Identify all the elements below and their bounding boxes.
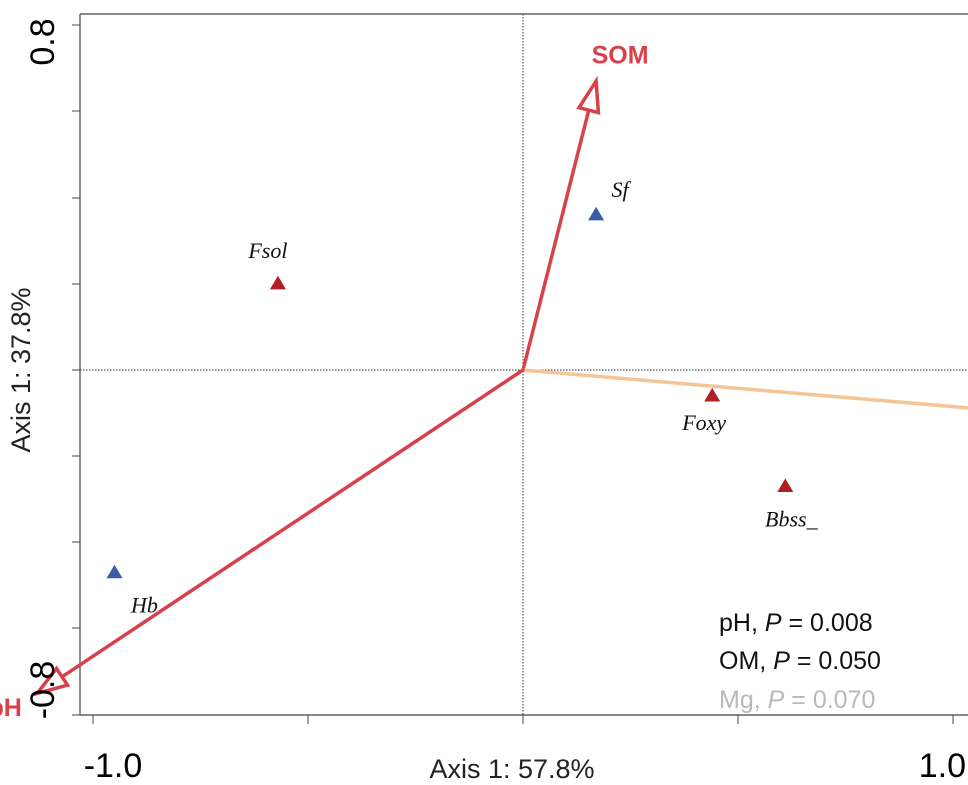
point-sf: Sf (588, 177, 632, 221)
annotation-line-mg: Mg, P = 0.070 (719, 686, 875, 714)
vector-som: SOM (521, 42, 649, 372)
vector-label-som: SOM (592, 42, 649, 70)
point-marker-hb (106, 564, 123, 579)
vector-mg: Mg (521, 368, 968, 410)
annotation-line-om: OM, P = 0.050 (719, 647, 881, 675)
annotation-p-om: P (773, 647, 790, 675)
vector-head-ph (32, 665, 71, 697)
point-bbss: Bbss_ (765, 478, 819, 531)
point-fsol: Fsol (247, 238, 287, 290)
point-hb: Hb (106, 564, 158, 618)
y-axis-title: Axis 1: 37.8% (6, 287, 36, 452)
points-layer: Sf Fsol Foxy Bbss_ Hb (106, 177, 819, 618)
x-axis-title: Axis 1: 57.8% (429, 754, 594, 784)
vector-label-ph: pH (0, 694, 22, 722)
x-tick-label-left: -1.0 (84, 747, 143, 785)
annotation-p-mg: P (768, 686, 785, 714)
y-tick-label-top: 0.8 (24, 18, 62, 65)
annotation-line-ph: pH, P = 0.008 (719, 609, 873, 637)
annotation-var-om: OM (719, 647, 759, 675)
annotation-p-ph: P (765, 609, 782, 637)
point-label-fsol: Fsol (247, 238, 287, 263)
annotation-value-mg: = 0.070 (791, 686, 875, 714)
annotation-var-ph: pH (719, 609, 751, 637)
x-tick-label-right: 1.0 (919, 747, 966, 785)
annotation-value-ph: = 0.008 (789, 609, 873, 637)
point-marker-fsol (269, 275, 286, 290)
point-label-foxy: Foxy (681, 410, 726, 435)
vector-shaft-mg (521, 368, 968, 410)
point-label-sf: Sf (612, 177, 632, 202)
vector-ph: pH (0, 368, 525, 722)
point-marker-bbss (777, 478, 794, 493)
annotation-value-om: = 0.050 (797, 647, 881, 675)
vectors-layer: SOM Mg pH (0, 42, 968, 722)
point-marker-sf (588, 206, 605, 221)
vector-head-som (576, 75, 601, 115)
point-marker-foxy (704, 387, 721, 402)
vector-shaft-ph (60, 368, 525, 679)
vector-shaft-som (521, 108, 591, 372)
significance-annotation: pH, P = 0.008 OM, P = 0.050 Mg, P = 0.07… (719, 609, 881, 714)
y-tick-label-bottom: -0.8 (24, 661, 62, 720)
plot-frame (72, 13, 968, 724)
point-label-bbss: Bbss_ (765, 506, 819, 531)
annotation-var-mg: Mg (719, 686, 754, 714)
point-foxy: Foxy (681, 387, 726, 435)
point-label-hb: Hb (130, 593, 158, 618)
